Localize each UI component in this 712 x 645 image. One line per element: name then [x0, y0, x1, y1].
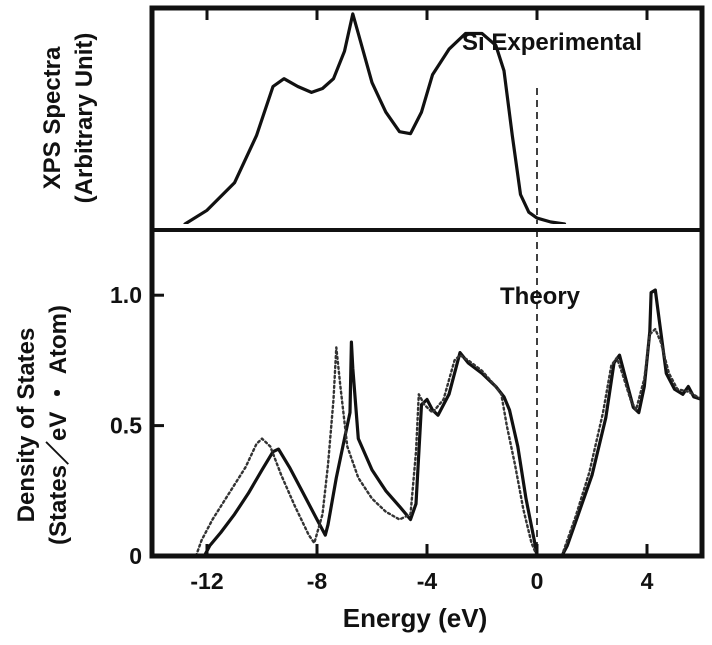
plot-frame [149, 5, 705, 559]
xps-ylabel-line2: (Arbitrary Unit) [71, 33, 98, 204]
xps-ylabel-line1: XPS Spectra [39, 46, 66, 189]
dos-series-dotted-1 [194, 346, 539, 556]
x-tick-label: 4 [641, 568, 654, 594]
y-tick-label: 1.0 [110, 282, 142, 308]
x-axis-label: Energy (eV) [343, 603, 488, 633]
x-tick-label: -4 [417, 568, 438, 594]
x-tick-label: -8 [307, 568, 328, 594]
dos-annotation: Theory [500, 283, 581, 310]
dos-ylabel-line2: (States／eV ・ Atom) [45, 305, 72, 545]
x-tick-label: -12 [190, 568, 223, 594]
xps-series-solid-0 [183, 12, 567, 224]
y-tick-label: 0.5 [110, 413, 142, 439]
dos-ylabel-line1: Density of States [13, 328, 40, 523]
dos-series-solid-2 [560, 288, 702, 556]
xps-panel [183, 12, 567, 224]
xps-annotation: Si Experimental [462, 29, 642, 56]
y-tick-label: 0 [129, 543, 142, 569]
dos-panel: -12 -8 -4 0 4 0 0.5 1.0 [110, 8, 702, 594]
x-tick-label: 0 [531, 568, 544, 594]
dos-series-dotted-3 [560, 327, 702, 556]
